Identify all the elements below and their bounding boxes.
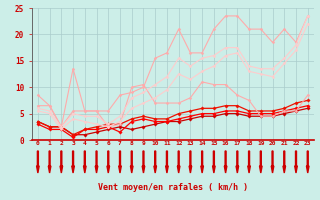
Text: Vent moyen/en rafales ( km/h ): Vent moyen/en rafales ( km/h ) (98, 183, 248, 192)
